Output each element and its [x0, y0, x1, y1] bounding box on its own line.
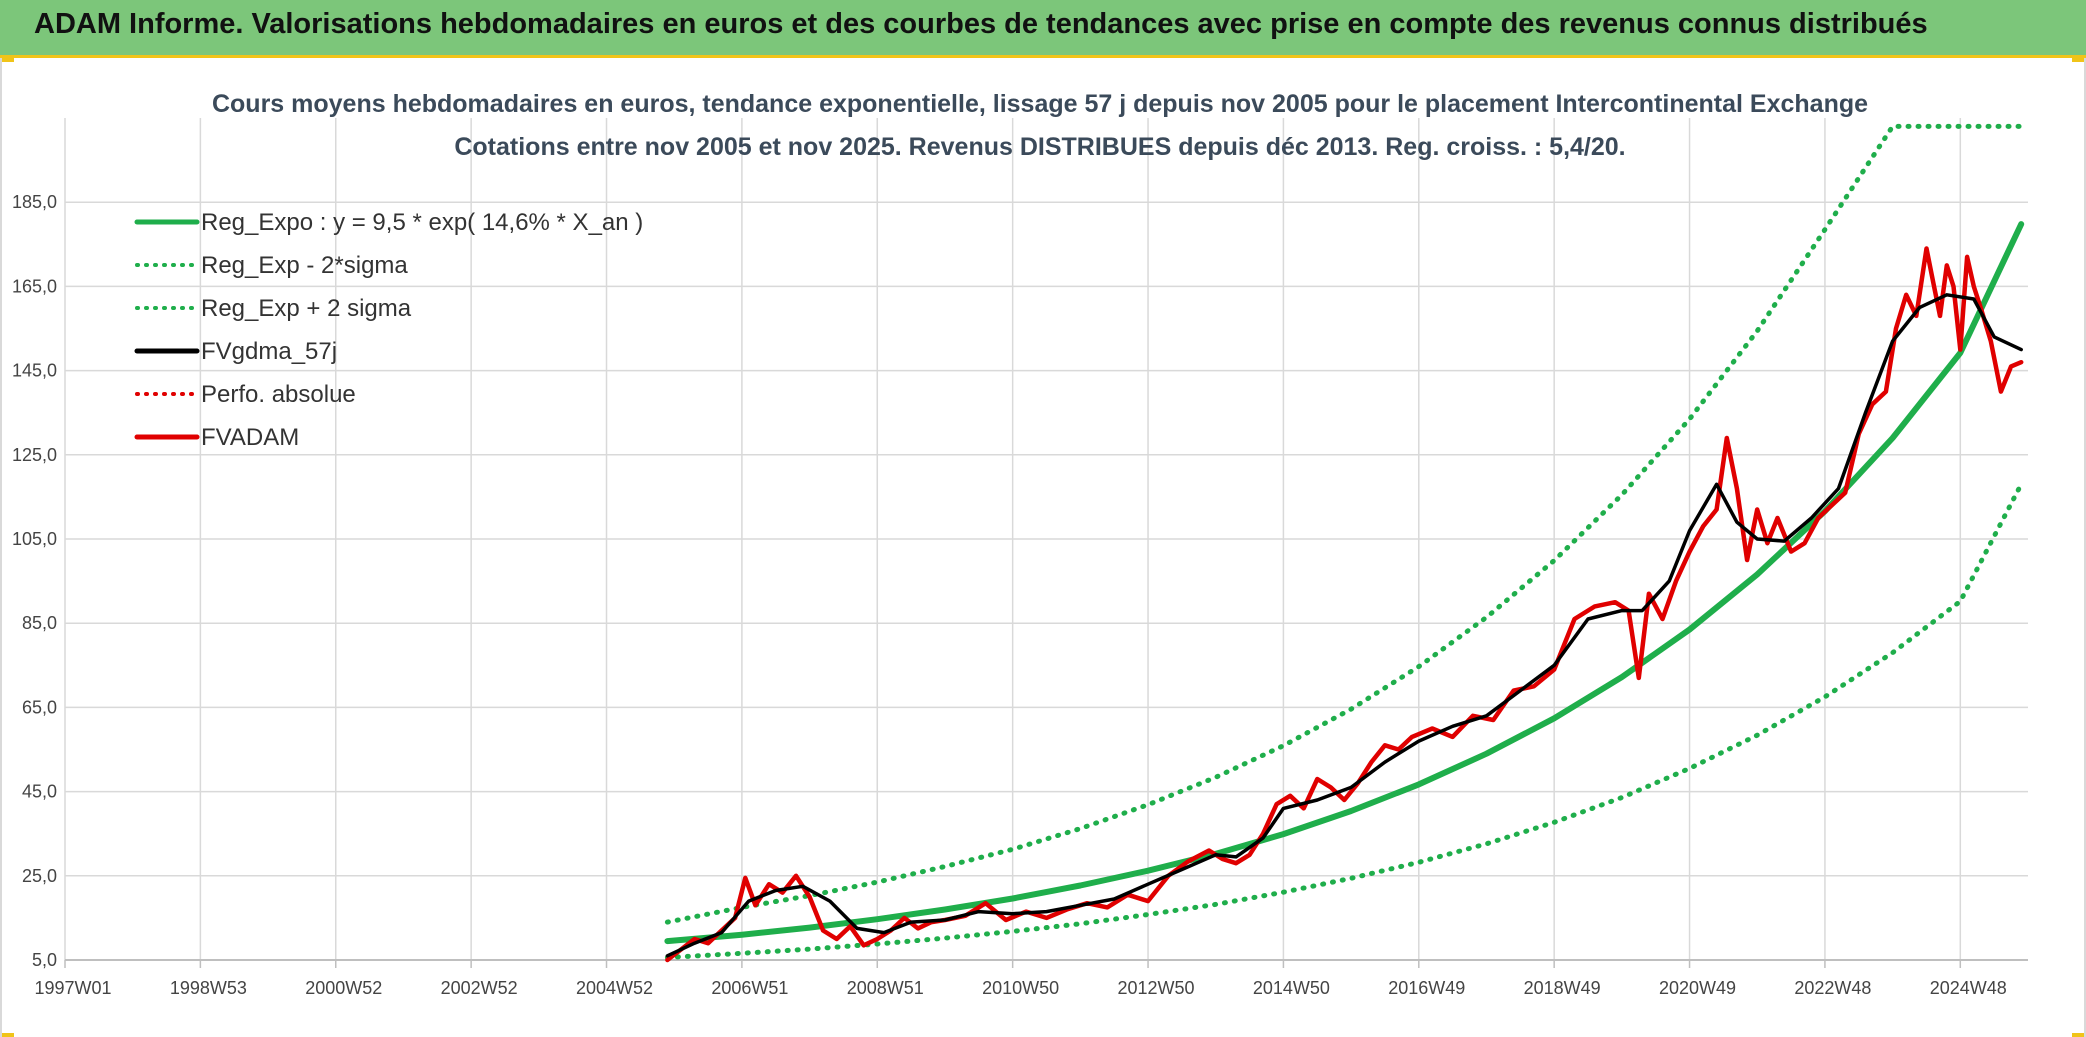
report-banner: ADAM Informe. Valorisations hebdomadaire… — [0, 0, 2086, 58]
legend-label: FVgdma_57j — [201, 338, 337, 365]
x-tick-label: 2024W48 — [1930, 978, 2007, 998]
x-tick-label: 2010W50 — [982, 978, 1059, 998]
chart-subtitle: Cotations entre nov 2005 et nov 2025. Re… — [454, 133, 1625, 161]
frame-corner-bottom-left — [2, 1033, 14, 1037]
chart-legend: Reg_Expo : y = 9,5 * exp( 14,6% * X_an )… — [134, 209, 643, 451]
x-tick-label: 1998W53 — [170, 978, 247, 998]
y-tick-label: 165,0 — [12, 276, 57, 296]
series-fvgdma-57j — [665, 293, 2023, 958]
legend-label: Perfo. absolue — [201, 381, 356, 408]
x-tick-label: 2006W51 — [711, 978, 788, 998]
frame-corner-top-left — [2, 58, 14, 62]
report-title: ADAM Informe. Valorisations hebdomadaire… — [34, 8, 1928, 40]
chart-title: Cours moyens hebdomadaires en euros, ten… — [212, 90, 1868, 118]
x-tick-label: 2020W49 — [1659, 978, 1736, 998]
y-axis-ticks: 5,0 25,0 45,0 65,0 85,0 105,0 125,0 145,0 165,0 1… — [12, 192, 57, 970]
y-tick-label: 85,0 — [22, 613, 57, 633]
grid-lines — [64, 118, 2028, 961]
x-tick-label: 2000W52 — [305, 978, 382, 998]
series-fvadam — [665, 246, 2024, 963]
y-tick-label: 185,0 — [12, 192, 57, 212]
x-tick-label: 2016W49 — [1388, 978, 1465, 998]
frame-corner-bottom-right — [2072, 1033, 2084, 1037]
series-reg-minus-2sigma — [664, 481, 2024, 960]
frame-corner-top-right — [2072, 58, 2084, 62]
x-tick-label: 2022W48 — [1794, 978, 1871, 998]
legend-label: Reg_Exp + 2 sigma — [201, 295, 412, 322]
y-tick-label: 45,0 — [22, 782, 57, 802]
x-tick-label: 2012W50 — [1118, 978, 1195, 998]
x-tick-label: 2008W51 — [847, 978, 924, 998]
series-lines — [664, 123, 2025, 963]
legend-label: Reg_Exp - 2*sigma — [201, 252, 408, 279]
y-tick-label: 145,0 — [12, 361, 57, 381]
chart-frame — [0, 58, 2086, 1037]
legend-label: Reg_Expo : y = 9,5 * exp( 14,6% * X_an ) — [201, 209, 643, 236]
y-tick-label: 105,0 — [12, 529, 57, 549]
series-reg-plus-2sigma — [664, 123, 2024, 925]
series-reg-expo — [664, 221, 2025, 945]
x-tick-label: 2002W52 — [441, 978, 518, 998]
legend-label: FVADAM — [201, 424, 299, 451]
x-axis-ticks: 1997W01 1998W53 2000W52 2002W52 2004W52 2006W… — [34, 960, 2007, 998]
y-tick-label: 125,0 — [12, 445, 57, 465]
y-tick-label: 65,0 — [22, 697, 57, 717]
y-tick-label: 5,0 — [32, 950, 57, 970]
x-tick-label: 2004W52 — [576, 978, 653, 998]
y-tick-label: 25,0 — [22, 866, 57, 886]
x-tick-label: 1997W01 — [34, 978, 111, 998]
x-tick-label: 2014W50 — [1253, 978, 1330, 998]
x-tick-label: 2018W49 — [1524, 978, 1601, 998]
